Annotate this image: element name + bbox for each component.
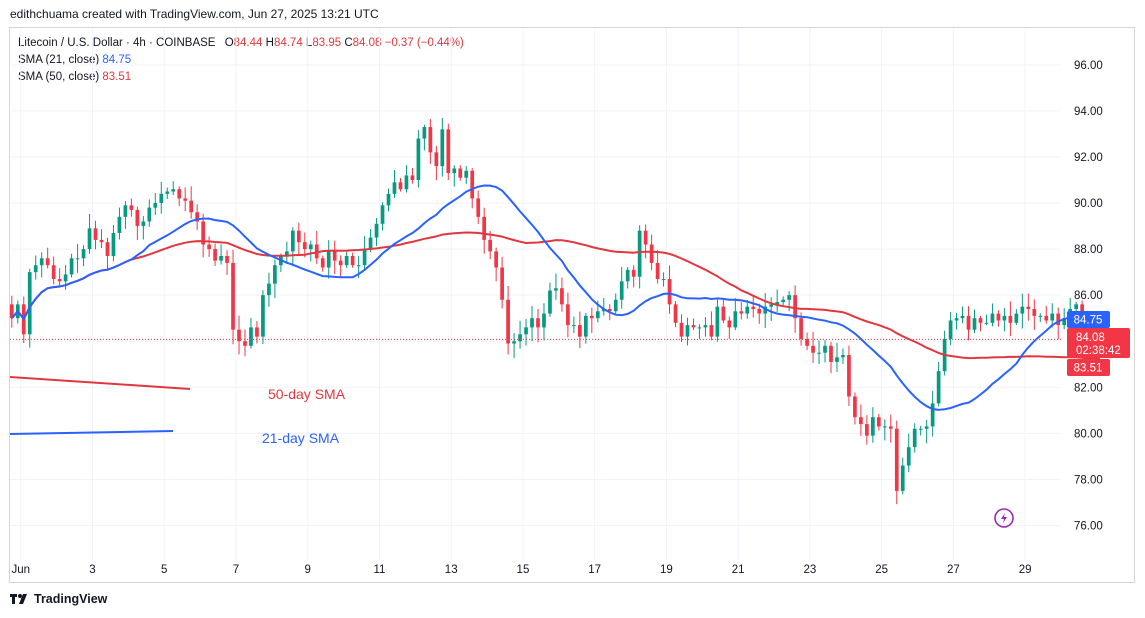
sma50-legend-value: 83.51 — [102, 71, 132, 83]
sma21-legend-label: SMA (21, close) — [18, 54, 100, 66]
low-label: L — [305, 37, 313, 49]
close-value: 84.08 — [352, 37, 382, 49]
sma21-legend-row[interactable]: SMA (21, close) 84.75 — [18, 52, 464, 69]
low-value: 83.95 — [312, 37, 342, 49]
high-label: H — [265, 37, 274, 49]
open-value: 84.44 — [233, 37, 263, 49]
chart-legend: Litecoin / U.S. Dollar · 4h · COINBASE O… — [18, 35, 464, 86]
footer-brand: TradingView — [34, 592, 108, 606]
high-value: 84.74 — [273, 37, 303, 49]
change-value: −0.37 (−0.44%) — [384, 37, 464, 49]
symbol-title[interactable]: Litecoin / U.S. Dollar · 4h · COINBASE — [18, 37, 216, 49]
close-label: C — [344, 37, 353, 49]
chart-frame[interactable] — [9, 27, 1135, 583]
sma50-legend-label: SMA (50, close) — [18, 71, 100, 83]
open-label: O — [224, 37, 234, 49]
sma50-legend-row[interactable]: SMA (50, close) 83.51 — [18, 69, 464, 86]
attribution: edithchuama created with TradingView.com… — [10, 7, 379, 21]
tradingview-logo-icon — [10, 594, 27, 604]
tradingview-footer[interactable]: TradingView — [10, 592, 107, 606]
sma21-legend-value: 84.75 — [102, 54, 132, 66]
ohlc-row: Litecoin / U.S. Dollar · 4h · COINBASE O… — [18, 35, 464, 52]
